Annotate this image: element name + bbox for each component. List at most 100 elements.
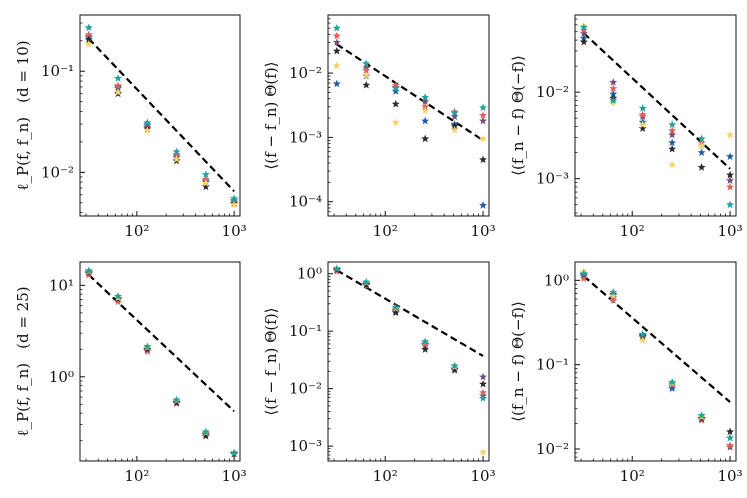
data-point-blue: [726, 152, 735, 160]
data-point-teal: [143, 342, 152, 350]
data-point-purple: [421, 97, 430, 106]
data-point-teal: [479, 103, 488, 112]
data-point-teal: [201, 170, 210, 178]
axes-frame: [79, 14, 241, 217]
data-point-gold: [201, 179, 210, 187]
x-tick-label: 10³: [718, 467, 743, 485]
y-tick-label: 10⁻¹: [289, 322, 322, 340]
data-point-teal: [450, 108, 459, 117]
data-point-teal: [391, 84, 400, 92]
data-point-black: [421, 134, 430, 143]
data-point-red: [726, 441, 735, 449]
data-point-gold: [668, 160, 677, 169]
panel-r2c2: 10² 10³ 10⁰ 10⁻¹ 10⁻² 10⁻³ ⟨(f − f_n) Θ(f)⟩: [262, 261, 496, 485]
y-tick-label: 10⁻²: [289, 64, 322, 82]
data-point-gold: [143, 126, 152, 134]
data-point-gold: [362, 71, 371, 79]
axes-frame: [327, 261, 490, 462]
data-point-gold: [84, 40, 93, 48]
data-point-purple: [579, 29, 588, 37]
data-point-black: [668, 144, 677, 153]
data-point-purple: [668, 130, 677, 139]
data-point-red: [114, 297, 123, 306]
x-tick-label: 10³: [222, 222, 247, 240]
y-axis-label: ⟨(f_n − f) Θ(−f)⟩: [509, 301, 527, 422]
data-point-blue: [479, 201, 488, 209]
axes-frame: [79, 261, 241, 462]
data-point-gold: [726, 130, 735, 139]
data-point-black: [362, 280, 371, 289]
data-point-red: [84, 30, 93, 39]
axes-frame: [574, 261, 737, 462]
data-point-gold: [697, 141, 706, 150]
data-point-gold: [332, 61, 341, 70]
reference-line: [583, 32, 731, 170]
reference-line: [336, 269, 484, 357]
panel-r2c3: 10² 10³ 10⁰ 10⁻¹ 10⁻² ⟨(f_n − f) Θ(−f)⟩: [509, 261, 743, 485]
data-point-teal: [421, 337, 430, 345]
data-point-teal: [143, 118, 152, 127]
data-point-gold: [609, 291, 618, 299]
y-axis-label-main: ℓ_P(f, f_n): [14, 117, 32, 191]
data-point-gold: [114, 88, 123, 96]
y-axis-label-note: (d = 25): [14, 286, 32, 349]
data-point-gold: [172, 154, 181, 163]
data-point-purple: [332, 38, 341, 46]
data-point-teal: [332, 264, 341, 273]
data-point-black: [450, 121, 459, 130]
data-point-teal: [201, 427, 210, 436]
data-point-teal: [230, 194, 239, 202]
data-point-gold: [421, 106, 430, 115]
panel-r2c1: 10² 10³ 10¹ 10⁰ ℓ_P(f, f_n) (d = 25): [14, 261, 247, 485]
data-point-teal: [609, 96, 618, 104]
data-point-gold: [391, 118, 400, 126]
y-tick-label: 10⁰: [49, 368, 74, 386]
data-point-teal: [172, 147, 181, 156]
panel-r1c1: 10² 10³ 10⁻¹ 10⁻² ℓ_P(f, f_n) (d = 10): [14, 14, 247, 240]
data-point-blue: [668, 138, 677, 147]
data-point-purple: [609, 78, 618, 86]
y-tick-label: 10⁻³: [536, 170, 569, 188]
data-point-black: [421, 345, 430, 353]
x-tick-label: 10³: [222, 467, 247, 485]
y-tick-label: 10⁻⁴: [289, 193, 322, 211]
data-point-red: [479, 111, 488, 119]
x-tick-label: 10²: [373, 467, 398, 485]
axes-frame: [574, 14, 737, 217]
y-tick-label: 10¹: [49, 276, 74, 294]
y-axis-label: ⟨(f − f_n) Θ(f)⟩: [262, 61, 280, 169]
data-point-gold: [479, 134, 488, 143]
data-point-blue: [609, 89, 618, 98]
x-tick-label: 10³: [471, 467, 496, 485]
data-point-black: [391, 308, 400, 317]
data-point-teal: [479, 394, 488, 402]
x-tick-label: 10²: [620, 467, 645, 485]
y-axis-label-main: ⟨(f_n − f) Θ(−f)⟩: [509, 55, 527, 176]
data-point-gold: [638, 120, 647, 129]
data-point-teal: [332, 23, 341, 32]
data-point-teal: [421, 93, 430, 101]
reference-line: [336, 43, 484, 142]
data-point-red: [638, 110, 647, 119]
data-point-red: [579, 26, 588, 34]
y-tick-label: 10⁰: [297, 265, 322, 283]
data-point-gold: [450, 125, 459, 134]
y-axis-label-main: ℓ_P(f, f_n): [14, 363, 32, 437]
y-tick-label: 10⁻³: [289, 437, 322, 455]
reference-line: [88, 274, 235, 413]
x-tick-label: 10²: [124, 467, 149, 485]
x-tick-label: 10³: [471, 222, 496, 240]
data-point-black: [172, 398, 181, 407]
data-point-red: [609, 296, 618, 304]
y-axis-label: ⟨(f_n − f) Θ(−f)⟩: [509, 55, 527, 176]
data-point-black: [726, 170, 735, 179]
data-point-teal: [172, 395, 181, 404]
data-point-red: [479, 388, 488, 397]
data-point-red: [609, 84, 618, 92]
data-point-teal: [114, 292, 123, 300]
data-point-teal: [362, 277, 371, 286]
data-point-teal: [609, 288, 618, 296]
data-point-teal: [668, 120, 677, 129]
y-axis-label: ℓ_P(f, f_n) (d = 10): [14, 40, 32, 190]
y-axis-label: ℓ_P(f, f_n) (d = 25): [14, 286, 32, 436]
